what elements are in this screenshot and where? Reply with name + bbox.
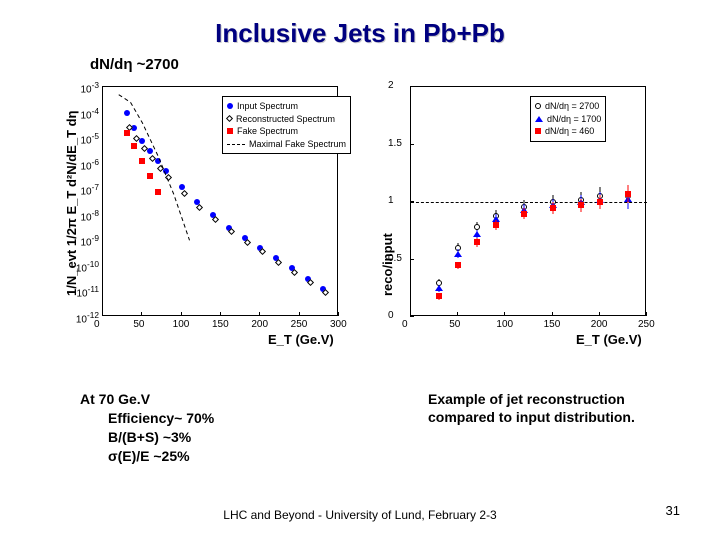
- caption-left-line4: σ(E)/E ~25%: [80, 447, 214, 466]
- caption-left-line2: Efficiency~ 70%: [80, 409, 214, 428]
- footer-text: LHC and Beyond - University of Lund, Feb…: [0, 508, 720, 522]
- chart-subtitle: dN/dη ~2700: [90, 56, 179, 73]
- page-number: 31: [666, 503, 680, 518]
- right-chart: 05010015020025000.511.52reco/inputE_T (G…: [370, 80, 660, 350]
- caption-left-line3: B/(B+S) ~3%: [80, 428, 214, 447]
- caption-left: At 70 Ge.V Efficiency~ 70% B/(B+S) ~3% σ…: [80, 390, 214, 466]
- page-title: Inclusive Jets in Pb+Pb: [0, 0, 720, 49]
- charts-container: 05010015020025030010-1210-1110-1010-910-…: [62, 80, 660, 350]
- caption-right: Example of jet reconstruction compared t…: [428, 390, 688, 426]
- left-chart: 05010015020025030010-1210-1110-1010-910-…: [62, 80, 352, 350]
- caption-left-line1: At 70 Ge.V: [80, 390, 214, 409]
